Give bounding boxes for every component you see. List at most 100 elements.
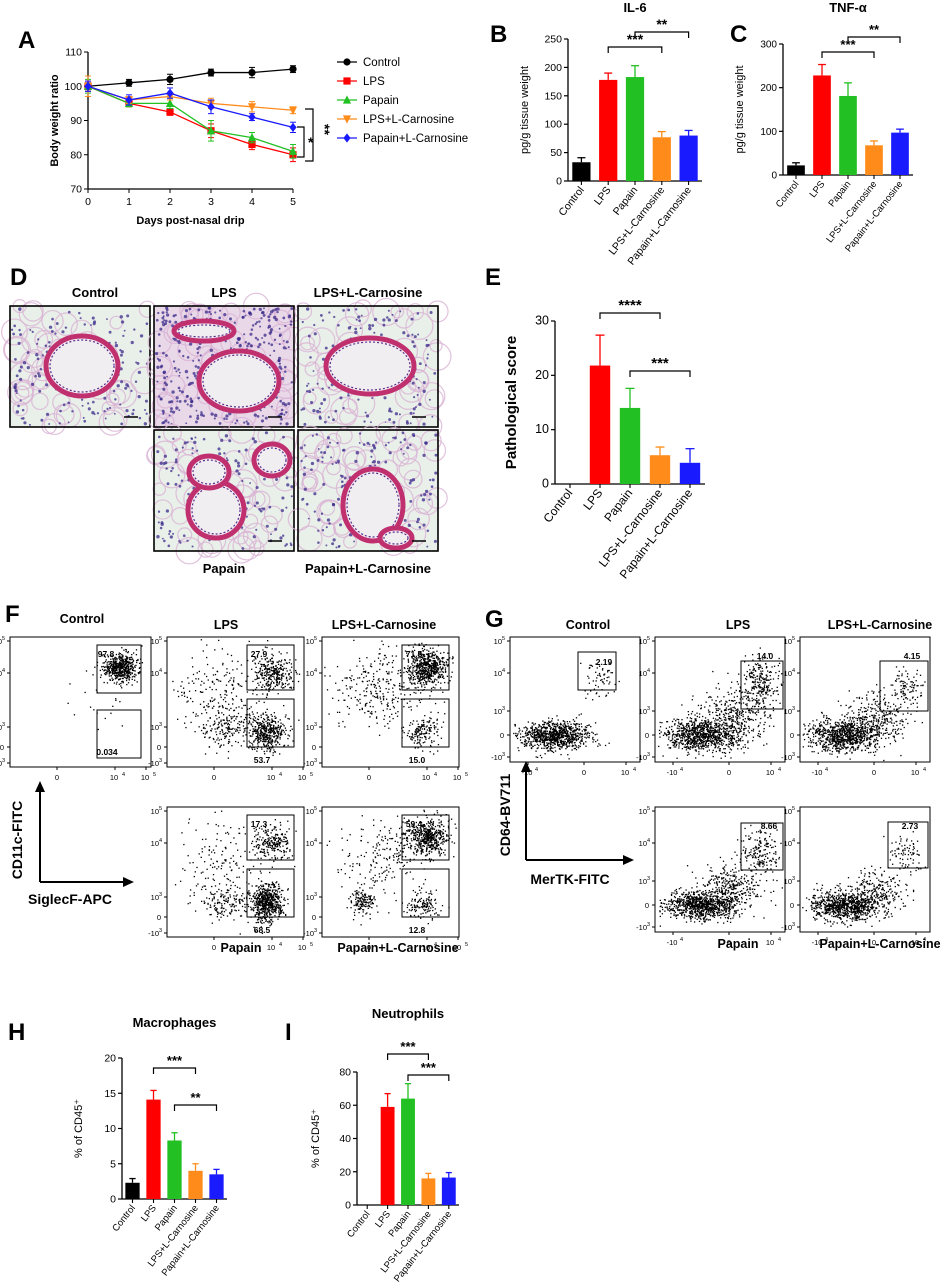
event-dot (267, 683, 269, 686)
cell-nucleus (284, 324, 287, 328)
event-dot (269, 842, 271, 844)
event-dot (268, 722, 271, 724)
y-tick-label: 0 (110, 1194, 116, 1206)
event-dot (385, 681, 388, 683)
event-dot (346, 688, 348, 690)
cell-nucleus (323, 451, 327, 455)
cell-nucleus (213, 413, 218, 418)
event-dot (278, 660, 280, 662)
event-dot (420, 658, 422, 661)
cell-nucleus (355, 318, 358, 321)
bar-lps (599, 79, 618, 181)
event-dot (272, 921, 274, 923)
legend-marker (342, 115, 352, 124)
event-dot (285, 843, 288, 845)
event-dot (261, 663, 263, 666)
cell-nucleus (418, 402, 422, 406)
cell-nucleus (108, 406, 112, 409)
cell-nucleus (164, 319, 168, 323)
bar-control (125, 1182, 140, 1199)
event-dot (290, 687, 293, 689)
event-dot (253, 719, 256, 722)
cell-nucleus (413, 344, 416, 348)
panel-letter-c: C (730, 21, 747, 48)
event-dot (274, 685, 276, 688)
event-dot (362, 668, 365, 670)
event-dot (188, 690, 191, 692)
cell-nucleus (388, 451, 392, 455)
cell-nucleus (120, 320, 125, 324)
cell-nucleus (96, 412, 100, 415)
cell-nucleus (256, 415, 260, 418)
cell-nucleus (424, 441, 428, 445)
event-dot (259, 669, 262, 671)
y-tick-exponent: 4 (159, 668, 162, 674)
event-dot (240, 664, 243, 666)
x-tick-label: Control (556, 184, 586, 218)
cell-nucleus (189, 381, 193, 385)
event-dot (237, 660, 239, 663)
cell-nucleus (161, 316, 165, 320)
cell-nucleus (398, 413, 401, 416)
cell-nucleus (180, 479, 184, 483)
cell-nucleus (176, 340, 179, 342)
y-tick-label: 80 (70, 149, 82, 161)
event-dot (430, 672, 433, 675)
event-dot (254, 725, 257, 728)
event-dot (269, 750, 271, 753)
event-dot (419, 726, 421, 728)
cell-nucleus (302, 407, 306, 411)
event-dot (280, 653, 282, 655)
event-dot (258, 684, 260, 686)
significance-stars: **** (618, 297, 642, 314)
event-dot (421, 642, 423, 645)
event-dot (295, 830, 297, 832)
cell-nucleus (260, 317, 263, 320)
event-dot (426, 658, 429, 660)
event-dot (222, 731, 224, 733)
cell-nucleus (317, 518, 321, 522)
event-dot (251, 668, 253, 670)
event-dot (249, 714, 251, 717)
event-dot (274, 847, 276, 850)
event-dot (263, 701, 265, 704)
event-dot (407, 660, 410, 662)
event-dot (382, 678, 384, 680)
event-dot (266, 851, 269, 853)
event-dot (277, 693, 279, 695)
cell-nucleus (169, 535, 173, 539)
event-dot (199, 703, 202, 705)
series-papain-l-carnosine (84, 80, 297, 133)
event-dot (115, 683, 118, 685)
bar-papain (619, 407, 641, 484)
event-dot (273, 841, 276, 844)
event-dot (436, 723, 438, 725)
event-dot (73, 714, 76, 716)
event-dot (263, 750, 265, 753)
event-dot (408, 730, 410, 732)
event-dot (438, 677, 440, 679)
event-dot (280, 676, 283, 679)
alveolar-septum (218, 427, 232, 442)
event-dot (94, 666, 96, 668)
cell-nucleus (172, 314, 176, 318)
event-dot (267, 743, 269, 745)
cell-nucleus (214, 311, 217, 314)
event-dot (426, 681, 428, 683)
event-dot (141, 662, 144, 664)
event-dot (258, 878, 260, 880)
cell-nucleus (64, 326, 68, 329)
event-dot (271, 740, 274, 743)
event-dot (409, 724, 411, 726)
event-dot (441, 661, 444, 663)
cell-nucleus (387, 318, 391, 322)
event-dot (110, 665, 112, 667)
event-dot (268, 734, 271, 736)
x-tick-exponent: 4 (434, 772, 437, 778)
event-dot (237, 741, 239, 744)
event-dot (249, 729, 251, 731)
y-tick-label: 10 (306, 637, 314, 646)
event-dot (172, 680, 174, 683)
event-dot (267, 846, 270, 848)
event-dot (408, 677, 410, 679)
